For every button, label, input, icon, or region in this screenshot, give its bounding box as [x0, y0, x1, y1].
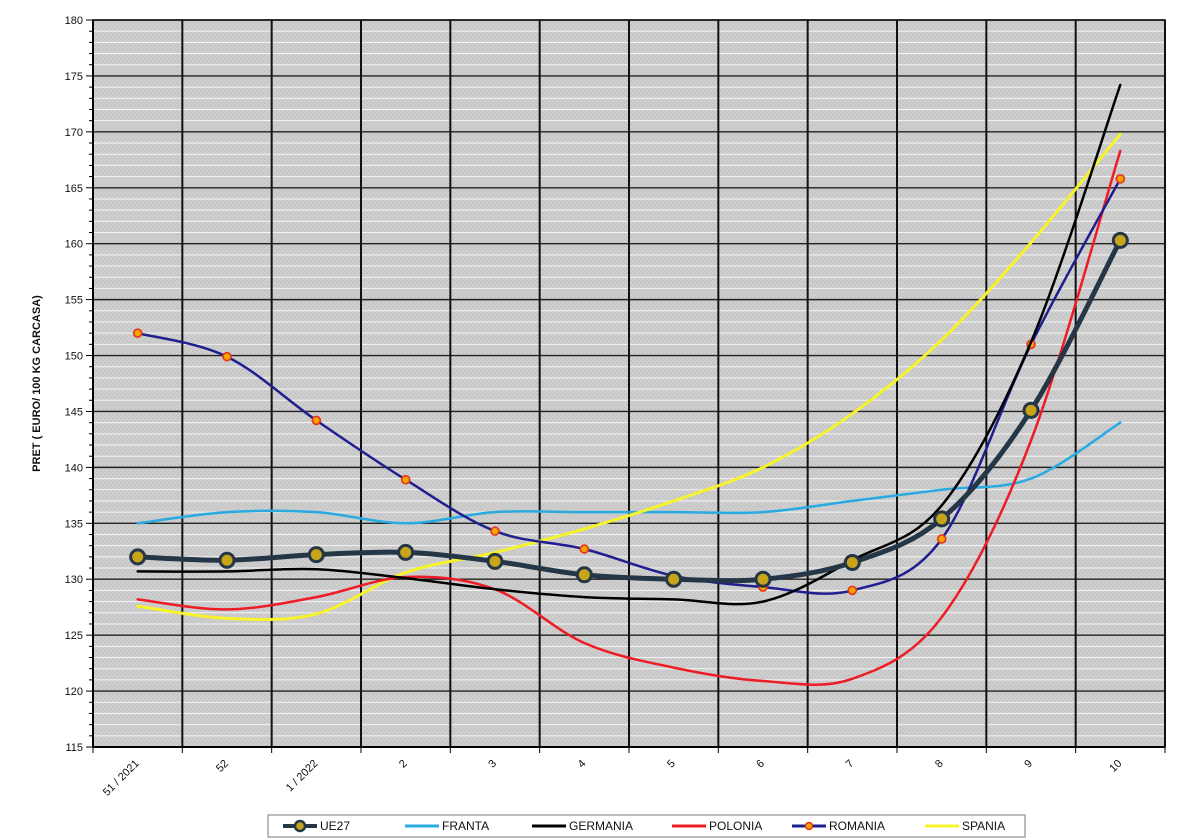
legend-marker-ue27: [293, 819, 307, 833]
legend-label-spania: SPANIA: [962, 819, 1005, 833]
y-tick-label: 125: [65, 630, 83, 642]
x-tick-label: 9: [1022, 758, 1035, 771]
y-tick-label: 150: [65, 351, 83, 363]
series-line-spania: [136, 132, 1122, 622]
series-ue27: [129, 231, 1129, 588]
series-spania: [136, 132, 1122, 622]
legend: UE27 FRANTA GERMANIA POLONIA ROMANIA SPANIA: [267, 814, 1026, 838]
y-tick-label: 140: [65, 462, 83, 474]
y-tick-label: 160: [65, 239, 83, 251]
legend-marker-romania: [804, 821, 814, 831]
data-point-ue27: [1111, 231, 1129, 249]
x-tick-label: 4: [576, 758, 589, 771]
data-point-ue27: [486, 552, 504, 570]
series-layer: [129, 83, 1129, 686]
legend-item-germania: GERMANIA: [532, 819, 633, 833]
y-axis-title: PRET ( EURO/ 100 KG CARCASA): [31, 295, 43, 472]
series-germania: [136, 83, 1122, 606]
series-line-franta: [136, 421, 1122, 525]
y-tick-label: 145: [65, 406, 83, 418]
legend-label-franta: FRANTA: [442, 819, 489, 833]
data-point-romania: [847, 585, 858, 596]
x-tick-label: 3: [486, 758, 499, 771]
series-line-polonia: [136, 149, 1122, 686]
data-point-romania: [490, 526, 500, 536]
data-point-ue27: [1022, 401, 1040, 419]
data-point-ue27: [218, 551, 236, 569]
data-point-romania: [936, 534, 947, 544]
x-tick-label: 8: [933, 758, 946, 771]
x-tick-label: 1 / 2022: [284, 758, 321, 795]
legend-item-romania: ROMANIA: [792, 819, 885, 833]
data-point-ue27: [665, 570, 683, 588]
data-point-ue27: [754, 570, 772, 588]
x-tick-label: 2: [397, 758, 410, 771]
data-point-romania: [311, 415, 322, 426]
y-tick-label: 165: [65, 183, 83, 195]
data-point-romania: [222, 351, 232, 362]
legend-label-polonia: POLONIA: [709, 819, 762, 833]
y-tick-label: 135: [65, 518, 83, 530]
legend-item-spania: SPANIA: [925, 819, 1005, 833]
x-axis: 51 / 2021 52 1 / 2022 2 3 4 5 6 7 8 9 10: [92, 746, 1166, 799]
data-point-ue27: [307, 546, 325, 564]
data-point-romania: [579, 544, 590, 554]
legend-item-franta: FRANTA: [405, 819, 489, 833]
legend-label-germania: GERMANIA: [569, 819, 633, 833]
x-tick-label: 7: [844, 758, 857, 771]
x-tick-label: 6: [754, 758, 767, 771]
data-point-ue27: [843, 553, 861, 571]
x-tick-label: 10: [1107, 758, 1124, 775]
data-point-ue27: [933, 510, 951, 528]
y-tick-label: 115: [65, 742, 83, 754]
x-tick-label: 5: [665, 758, 678, 771]
data-point-romania: [132, 328, 143, 338]
y-tick-label: 175: [65, 71, 83, 83]
data-point-ue27: [397, 543, 415, 561]
x-tick-label: 52: [214, 758, 231, 775]
series-line-germania: [136, 83, 1122, 606]
data-point-ue27: [129, 548, 147, 566]
data-point-romania: [1115, 174, 1126, 184]
y-tick-label: 180: [65, 15, 83, 27]
legend-item-polonia: POLONIA: [672, 819, 762, 833]
y-axis: 115 120 125 130 135 140 145 150 155 160 165 170 175 1…: [65, 15, 94, 754]
y-tick-label: 155: [65, 295, 83, 307]
series-franta: [136, 421, 1122, 525]
legend-label-romania: ROMANIA: [829, 819, 885, 833]
legend-box: [267, 814, 1026, 838]
data-point-ue27: [575, 566, 593, 584]
y-tick-label: 130: [65, 574, 83, 586]
y-tick-label: 120: [65, 686, 83, 698]
legend-item-ue27: UE27: [283, 819, 350, 833]
legend-label-ue27: UE27: [320, 819, 350, 833]
data-point-romania: [400, 474, 411, 485]
x-tick-label: 51 / 2021: [101, 758, 142, 799]
series-polonia: [136, 149, 1122, 686]
y-tick-label: 170: [65, 127, 83, 139]
